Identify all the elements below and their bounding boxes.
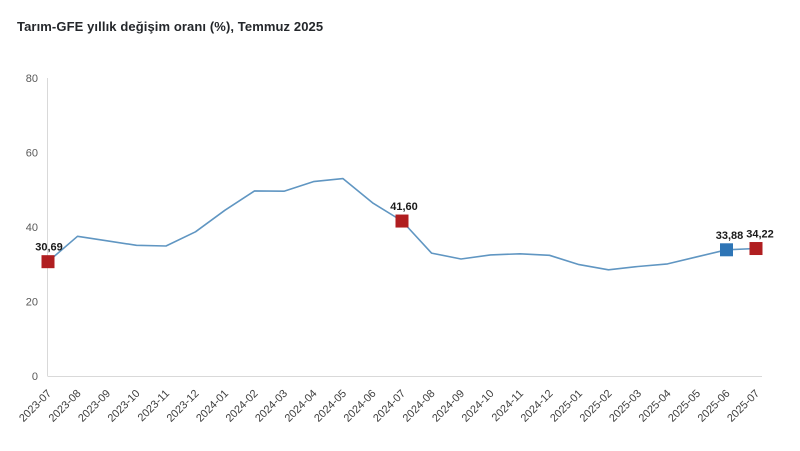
data-point-label: 30,69: [35, 242, 63, 254]
data-point-marker: [720, 243, 733, 257]
data-point-marker: [395, 214, 409, 228]
data-point-label: 34,22: [746, 229, 774, 241]
x-tick-label: 2024-10: [460, 388, 497, 425]
chart-title: Tarım-GFE yıllık değişim oranı (%), Temm…: [17, 19, 324, 34]
data-point-marker: [749, 242, 763, 256]
data-point-label: 33,88: [716, 230, 744, 242]
y-tick-label: 0: [32, 371, 38, 383]
y-tick-label: 80: [26, 73, 38, 85]
x-tick-label: 2025-07: [725, 388, 762, 425]
y-tick-label: 60: [26, 148, 38, 160]
data-point-marker: [41, 255, 55, 269]
y-tick-label: 20: [26, 297, 38, 309]
y-tick-label: 40: [26, 222, 38, 234]
x-tick-label: 2023-10: [106, 388, 143, 425]
data-point-label: 41,60: [390, 201, 418, 213]
